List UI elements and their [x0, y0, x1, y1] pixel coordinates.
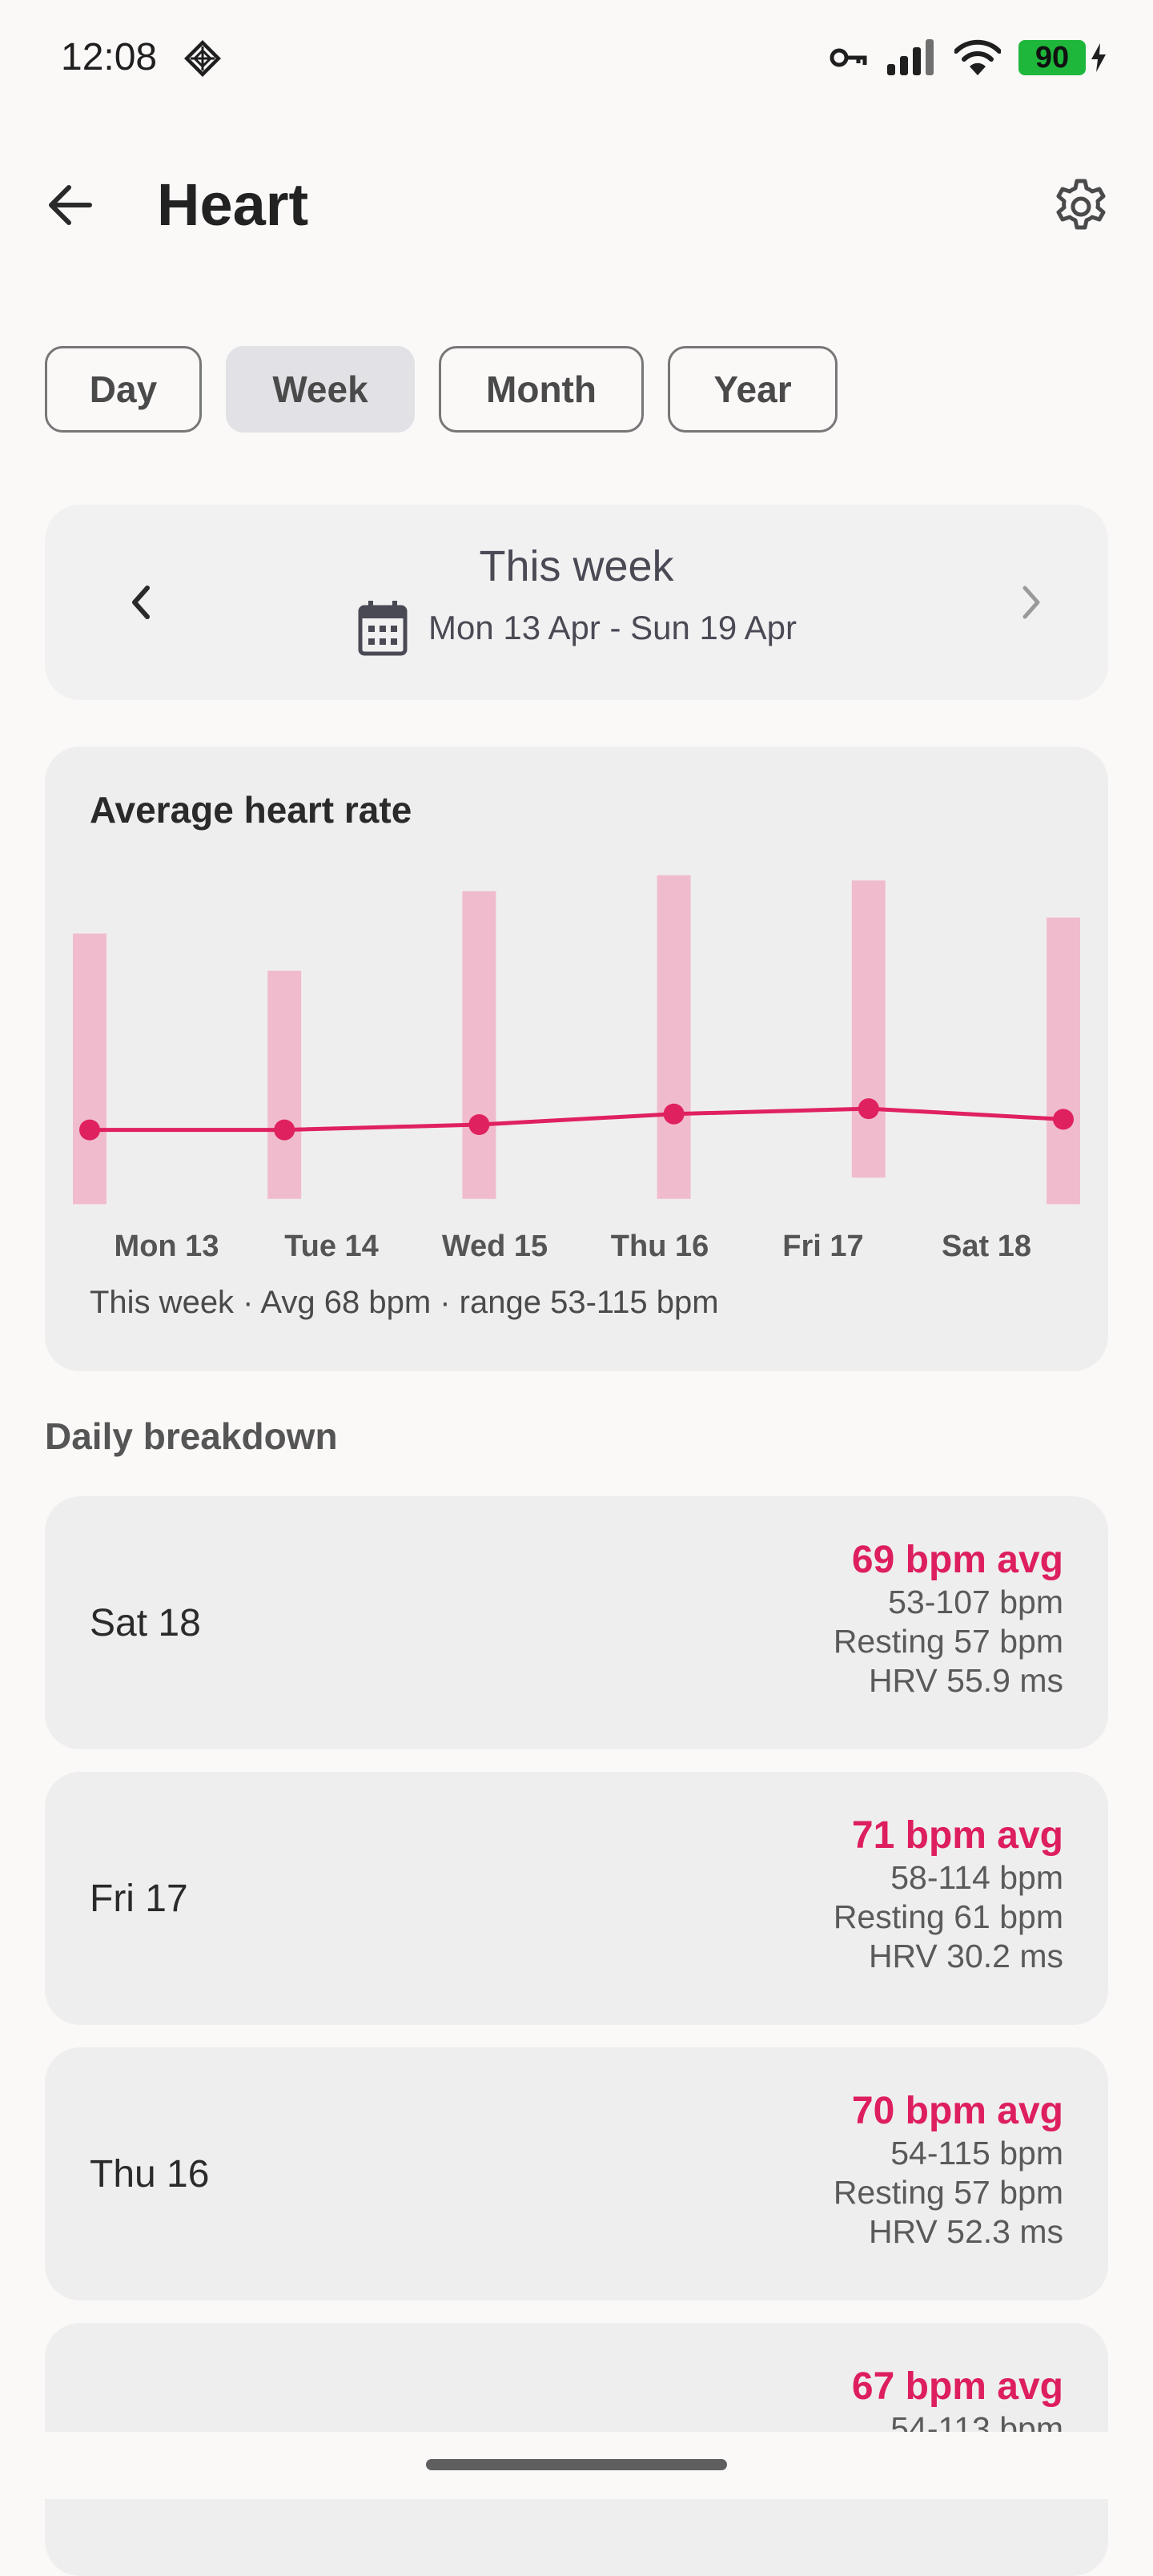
- period-range-text: Mon 13 Apr - Sun 19 Apr: [428, 609, 797, 646]
- average-point: [468, 1114, 490, 1135]
- chart-summary: This week · Avg 68 bpm · range 53-115 bp…: [90, 1285, 719, 1320]
- range-bar: [462, 891, 496, 1199]
- day-label: Sat 18: [90, 1601, 201, 1644]
- day-resting: Resting 61 bpm: [833, 1898, 1063, 1935]
- day-resting: Resting 57 bpm: [833, 2174, 1063, 2211]
- daily-breakdown-title: Daily breakdown: [45, 1415, 338, 1457]
- range-bar: [73, 933, 106, 1205]
- chip-day[interactable]: Day: [45, 346, 202, 433]
- day-range: 53-107 bpm: [888, 1584, 1063, 1620]
- heart-rate-chart: Mon 13 Tue 14 Wed 15 Thu 16 Fri 17 Sat 18: [73, 875, 1080, 1263]
- x-tick-label: Thu 16: [611, 1230, 709, 1263]
- range-bar: [851, 880, 886, 1178]
- app-notification-icon: [184, 40, 221, 77]
- chevron-left-icon: [132, 586, 150, 619]
- day-hrv: HRV 52.3 ms: [868, 2213, 1063, 2250]
- battery-indicator: 90: [1018, 40, 1108, 75]
- next-period-button[interactable]: [999, 570, 1063, 634]
- heart-rate-chart-card: Average heart rate Mon 13 Tue 14 Wed 15 Thu…: [45, 747, 1108, 1371]
- day-stats: 70 bpm avg 54-115 bpm Resting 57 bpm HRV…: [834, 2089, 1063, 2252]
- range-bar: [267, 970, 302, 1199]
- wifi-icon: [954, 39, 1001, 75]
- day-avg: 69 bpm avg: [851, 1539, 1063, 1581]
- average-point: [1053, 1109, 1074, 1130]
- status-icons: 90: [830, 32, 1108, 83]
- x-tick-label: Tue 14: [284, 1230, 379, 1263]
- vpn-key-icon: [830, 48, 867, 67]
- period-selector-card: This week Mon 13 Apr - Sun 19 Apr: [45, 505, 1108, 700]
- day-stats: 69 bpm avg 53-107 bpm Resting 57 bpm HRV…: [834, 1538, 1063, 1701]
- charging-icon: [1091, 43, 1106, 72]
- chip-week[interactable]: Week: [226, 346, 415, 433]
- battery-level: 90: [1018, 40, 1086, 75]
- day-avg: 67 bpm avg: [851, 2365, 1063, 2408]
- day-stats: 67 bpm avg 54-113 bpm: [852, 2365, 1063, 2449]
- range-bar: [1047, 917, 1080, 1205]
- page-title: Heart: [157, 171, 309, 238]
- average-point: [79, 1119, 100, 1141]
- home-indicator[interactable]: [426, 2459, 727, 2470]
- status-bar: 12:08 90: [0, 0, 1153, 112]
- average-point: [663, 1103, 685, 1125]
- x-tick-label: Mon 13: [114, 1230, 219, 1263]
- day-range: 58-114 bpm: [890, 1859, 1063, 1896]
- arrow-left-icon: [49, 185, 92, 225]
- x-tick-label: Fri 17: [782, 1230, 863, 1263]
- x-tick-label: Wed 15: [442, 1230, 548, 1263]
- period-title: This week: [479, 542, 674, 590]
- day-range: 54-115 bpm: [890, 2135, 1063, 2171]
- x-tick-label: Sat 18: [942, 1230, 1031, 1263]
- day-hrv: HRV 55.9 ms: [868, 1662, 1063, 1699]
- day-label: Thu 16: [90, 2152, 210, 2196]
- average-line: [90, 1106, 1064, 1133]
- chip-month[interactable]: Month: [439, 346, 644, 433]
- day-resting: Resting 57 bpm: [833, 1623, 1063, 1660]
- chevron-right-icon: [1022, 586, 1040, 619]
- top-app-bar: Heart: [0, 152, 1153, 258]
- gear-icon: [1056, 179, 1106, 230]
- period-range: Mon 13 Apr - Sun 19 Apr: [45, 599, 1108, 657]
- chart-title: Average heart rate: [90, 789, 412, 831]
- day-card-thu-16[interactable]: Thu 16 70 bpm avg 54-115 bpm Resting 57 …: [45, 2047, 1108, 2300]
- day-avg: 70 bpm avg: [851, 2090, 1063, 2132]
- previous-period-button[interactable]: [109, 570, 173, 634]
- settings-button[interactable]: [1047, 173, 1115, 240]
- day-label: Fri 17: [90, 1877, 188, 1920]
- day-card-fri-17[interactable]: Fri 17 71 bpm avg 58-114 bpm Resting 61 …: [45, 1772, 1108, 2025]
- chip-year[interactable]: Year: [668, 346, 838, 433]
- day-card-sat-18[interactable]: Sat 18 69 bpm avg 53-107 bpm Resting 57 …: [45, 1496, 1108, 1749]
- range-selector: Day Week Month Year: [45, 346, 838, 433]
- range-bar: [657, 875, 691, 1199]
- back-button[interactable]: [38, 173, 102, 237]
- day-avg: 71 bpm avg: [851, 1814, 1063, 1857]
- average-point: [858, 1098, 879, 1120]
- average-point: [274, 1119, 295, 1141]
- day-stats: 71 bpm avg 58-114 bpm Resting 61 bpm HRV…: [834, 1813, 1063, 1976]
- calendar-icon: [358, 601, 408, 656]
- signal-icon: [887, 39, 934, 75]
- status-time: 12:08: [61, 36, 158, 78]
- day-hrv: HRV 30.2 ms: [868, 1938, 1063, 1974]
